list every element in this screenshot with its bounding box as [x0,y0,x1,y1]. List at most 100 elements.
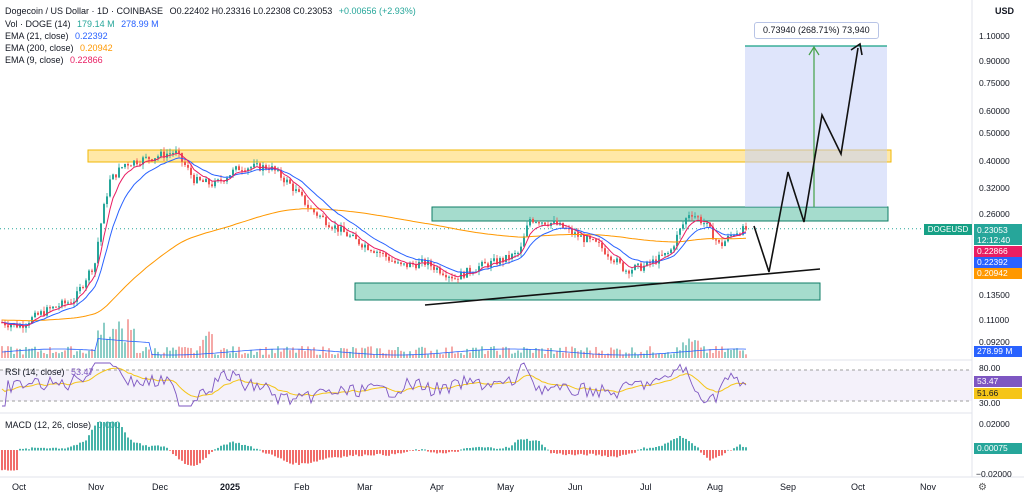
candle-body [193,174,195,184]
macd-histogram-bar [286,450,288,462]
macd-histogram-bar [415,449,417,451]
macd-histogram-bar [118,422,120,451]
measure-label[interactable]: 0.73940 (268.71%) 73,940 [754,22,879,39]
volume-bar [415,349,417,358]
volume-bar [163,352,165,358]
candle-body [721,242,723,247]
macd-histogram-bar [352,450,354,457]
candle-body [391,260,393,262]
macd-histogram-bar [517,439,519,451]
candle-body [241,170,243,172]
volume-bar [421,346,423,358]
candle-body [313,208,315,213]
rsi-legend[interactable]: RSI (14, close) 53.47 [5,366,98,378]
countdown-value: 12:12:40 [977,235,1011,245]
candle-body [106,196,108,205]
volume-bar [439,354,441,358]
volume-bar [97,330,99,358]
macd-histogram-bar [424,449,426,451]
volume-bar [709,349,711,358]
volume-bar [517,350,519,358]
candle-body [64,300,66,304]
macd-histogram-bar [82,441,84,451]
candle-body [745,226,747,230]
volume-bar [166,347,168,358]
macd-histogram-bar [688,441,690,451]
volume-bar [607,353,609,358]
candle-body [469,267,471,274]
macd-histogram-bar [565,450,567,456]
macd-legend[interactable]: MACD (12, 26, close) 0.000 [5,419,124,431]
candle-body [409,262,411,268]
macd-histogram-bar [226,444,228,451]
macd-histogram-bar [79,442,81,451]
symbol-title[interactable]: Dogecoin / US Dollar · 1D · COINBASE [5,6,164,16]
macd-histogram-bar [37,447,39,451]
volume-bar [475,347,477,358]
volume-bar [82,352,84,358]
macd-histogram-bar [685,438,687,451]
volume-bar [127,319,129,358]
macd-value: 0.000 [97,420,121,430]
candle-body [289,179,291,184]
candle-body [280,169,282,178]
volume-bar [274,353,276,358]
macd-histogram-bar [643,447,645,451]
candle-body [499,258,501,265]
volume-bar [76,351,78,358]
volume-badge: 278.99 M [974,346,1022,357]
volume-bar [580,350,582,358]
legend-volume[interactable]: Vol · DOGE (14) 179.14 M 278.99 M [5,18,163,30]
macd-histogram-bar [271,450,273,455]
volume-bar [118,321,120,358]
time-axis-label: May [497,482,515,492]
macd-histogram-bar [289,450,291,464]
ema200-value: 0.20942 [80,43,113,53]
settings-icon[interactable]: ⚙ [978,482,987,493]
volume-bar [733,348,735,358]
candle-body [184,161,186,165]
volume-bar [346,348,348,358]
currency-label[interactable]: USD [994,6,1014,16]
candle-body [355,235,357,240]
volume-bar [106,339,108,358]
volume-bar [217,354,219,358]
legend-ema9[interactable]: EMA (9, close) 0.22866 [5,54,107,66]
candle-body [322,215,324,218]
ema9-value: 0.22866 [70,55,103,65]
volume-bar [277,346,279,358]
candle-body [529,218,531,226]
macd-label: MACD (12, 26, close) [5,420,92,430]
volume-bar [739,350,741,358]
volume-bar [322,346,324,358]
legend-ema200[interactable]: EMA (200, close) 0.20942 [5,42,117,54]
macd-histogram-bar [28,449,30,451]
symbol-header[interactable]: Dogecoin / US Dollar · 1D · COINBASE O0.… [5,5,420,17]
macd-histogram-bar [19,448,21,451]
macd-histogram-bar [358,450,360,457]
volume-bar [313,347,315,358]
price-tick: 1.10000 [979,31,1010,41]
macd-histogram-bar [250,446,252,451]
candle-body [19,325,21,328]
macd-histogram-bar [220,445,222,451]
macd-histogram-bar [484,447,486,451]
volume-bar [493,346,495,358]
candle-body [157,156,159,159]
volume-bar [631,347,633,358]
macd-histogram-bar [307,450,309,464]
time-axis-label: Dec [152,482,169,492]
macd-histogram-bar [490,447,492,451]
candle-body [358,239,360,245]
candle-body [55,306,57,308]
ema9-badge: 0.22866 [974,246,1022,257]
candle-body [190,167,192,175]
candle-body [205,178,207,183]
candle-body [625,270,627,272]
candle-body [526,225,528,237]
legend-ema21[interactable]: EMA (21, close) 0.22392 [5,30,112,42]
macd-histogram-bar [703,450,705,456]
candle-body [592,238,594,240]
volume-bar [151,353,153,358]
